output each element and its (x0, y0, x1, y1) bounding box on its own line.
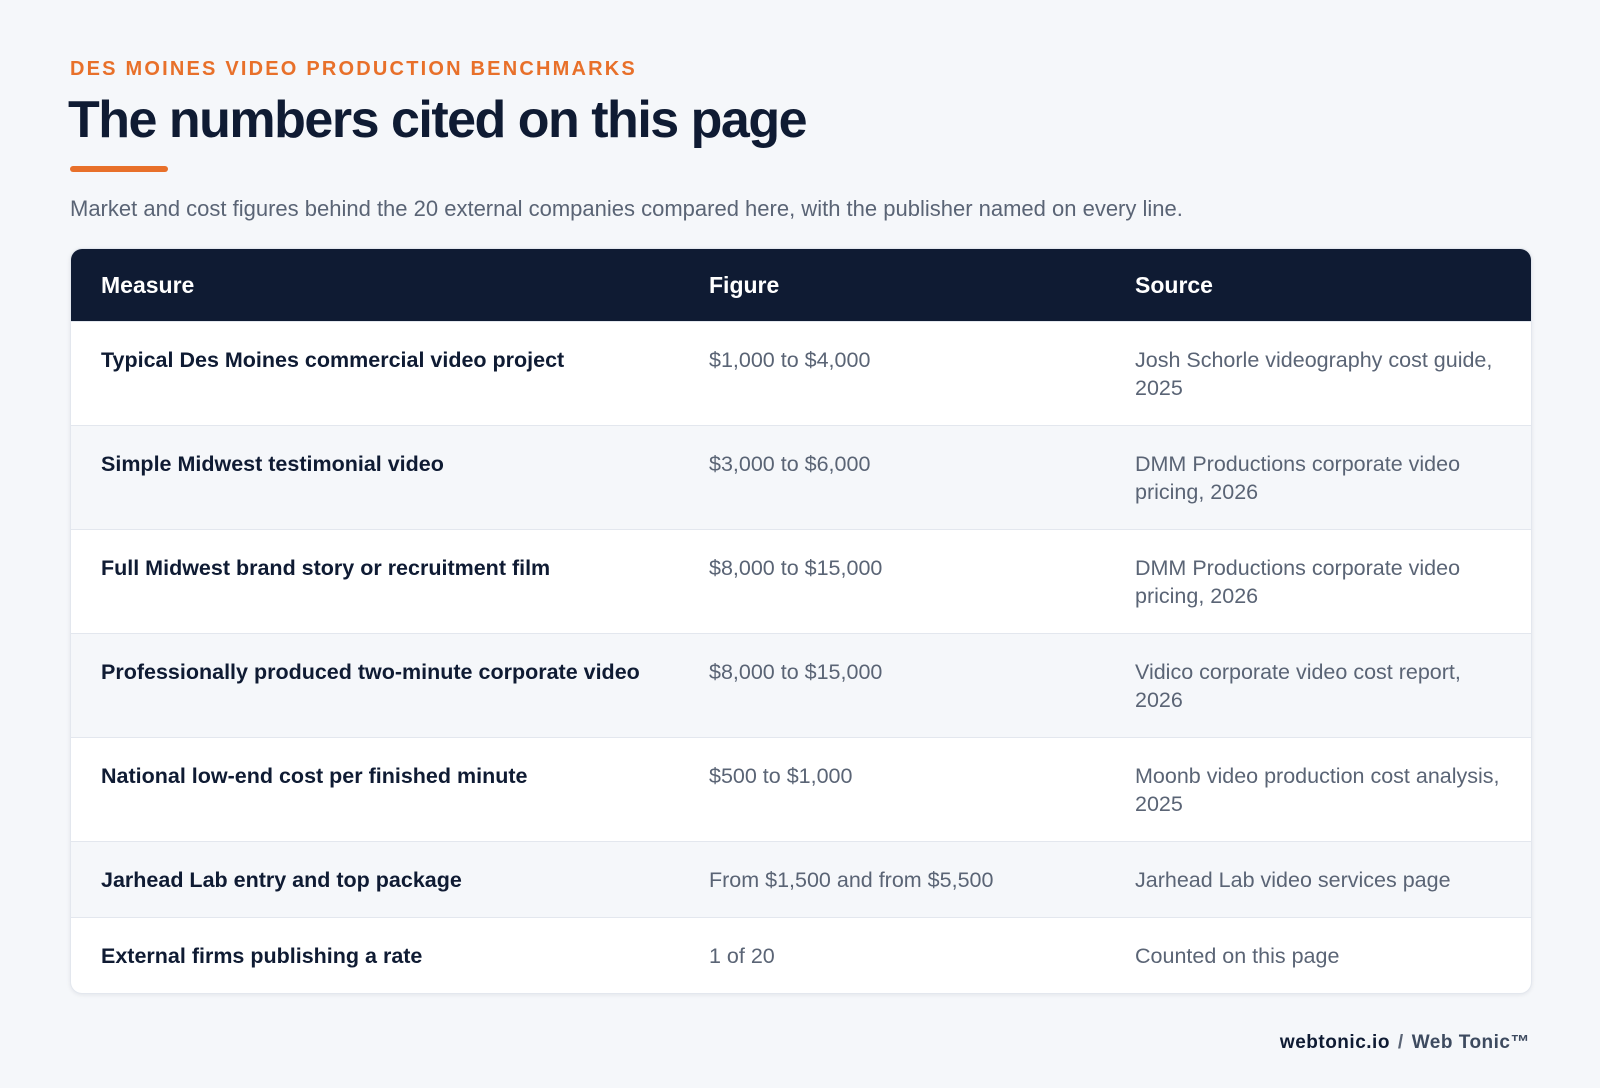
accent-rule (70, 166, 168, 172)
table-row: Professionally produced two-minute corpo… (71, 633, 1531, 738)
measure-cell: Typical Des Moines commercial video proj… (71, 321, 679, 426)
figure-cell: $500 to $1,000 (679, 737, 1105, 842)
measure-cell: Professionally produced two-minute corpo… (71, 633, 679, 738)
table-row: External firms publishing a rate 1 of 20 C… (71, 917, 1531, 993)
source-cell: Josh Schorle videography cost guide, 202… (1105, 321, 1531, 426)
figure-cell: From $1,500 and from $5,500 (679, 841, 1105, 918)
table: Measure Figure Source Typical Des Moines c… (71, 249, 1531, 993)
source-cell: DMM Productions corporate video pricing,… (1105, 425, 1531, 530)
figure-cell: $8,000 to $15,000 (679, 529, 1105, 634)
measure-cell: Simple Midwest testimonial video (71, 425, 679, 530)
source-cell: Counted on this page (1105, 917, 1531, 993)
header-row: Measure Figure Source (71, 249, 1531, 322)
source-cell: DMM Productions corporate video pricing,… (1105, 529, 1531, 634)
measure-cell: Jarhead Lab entry and top package (71, 841, 679, 918)
table-card: Measure Figure Source Typical Des Moines c… (70, 248, 1532, 994)
footer-brand: Web Tonic™ (1411, 1032, 1530, 1053)
figure-cell: 1 of 20 (679, 917, 1105, 993)
figure-cell: $8,000 to $15,000 (679, 633, 1105, 738)
figure-cell: $1,000 to $4,000 (679, 321, 1105, 426)
title: The numbers cited on this page (68, 91, 808, 149)
source-cell: Jarhead Lab video services page (1105, 841, 1531, 918)
measure-cell: Full Midwest brand story or recruitment … (71, 529, 679, 634)
table-row: National low-end cost per finished minut… (71, 737, 1531, 842)
eyebrow: DES MOINES VIDEO PRODUCTION BENCHMARKS (70, 58, 637, 80)
measure-cell: National low-end cost per finished minut… (71, 737, 679, 842)
subtitle: Market and cost figures behind the 20 ex… (70, 196, 1183, 221)
column-header: Figure (679, 249, 1105, 322)
footer: webtonic.io / Web Tonic™ (1280, 1032, 1530, 1054)
measure-cell: External firms publishing a rate (71, 917, 679, 993)
footer-domain: webtonic.io (1279, 1032, 1390, 1053)
footer-separator: / (1397, 1032, 1404, 1053)
source-cell: Vidico corporate video cost report, 2026 (1105, 633, 1531, 738)
table-row: Full Midwest brand story or recruitment … (71, 529, 1531, 634)
table-row: Jarhead Lab entry and top package From $1… (71, 841, 1531, 918)
source-cell: Moonb video production cost analysis, 20… (1105, 737, 1531, 842)
figure-cell: $3,000 to $6,000 (679, 425, 1105, 530)
table-row: Simple Midwest testimonial video $3,000 t… (71, 425, 1531, 530)
column-header: Measure (71, 249, 679, 322)
table-row: Typical Des Moines commercial video proj… (71, 321, 1531, 426)
column-header: Source (1105, 249, 1531, 322)
